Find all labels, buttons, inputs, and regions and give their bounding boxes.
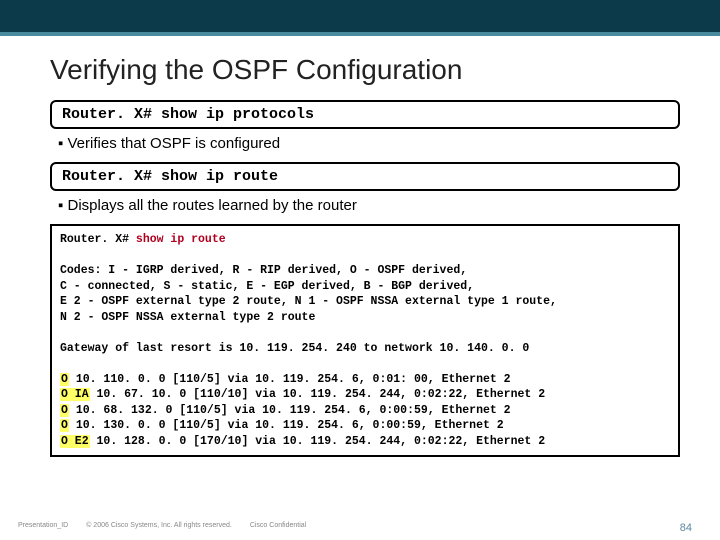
route-line: 10. 68. 132. 0 [110/5] via 10. 119. 254.… [76, 404, 511, 417]
footer: Presentation_ID © 2006 Cisco Systems, In… [0, 522, 720, 534]
codes-line: Codes: I - IGRP derived, R - RIP derived… [60, 264, 467, 277]
route-line: 10. 67. 10. 0 [110/10] via 10. 119. 254.… [97, 388, 546, 401]
command-box-2: Router. X# show ip route [50, 162, 680, 191]
route-code: O IA [60, 388, 90, 401]
footer-presentation-id: Presentation_ID [18, 522, 68, 534]
command-box-1: Router. X# show ip protocols [50, 100, 680, 129]
output-prompt: Router. X# [60, 233, 129, 246]
route-code: O E2 [60, 435, 90, 448]
route-code: O [60, 419, 69, 432]
codes-line: N 2 - OSPF NSSA external type 2 route [60, 311, 315, 324]
prompt-2: Router. X# [62, 168, 152, 185]
command-2: show ip route [161, 168, 278, 185]
top-bar [0, 0, 720, 32]
footer-copyright: © 2006 Cisco Systems, Inc. All rights re… [86, 522, 232, 534]
route-line: 10. 110. 0. 0 [110/5] via 10. 119. 254. … [76, 373, 511, 386]
command-1: show ip protocols [161, 106, 314, 123]
bullet-2: Displays all the routes learned by the r… [58, 197, 680, 214]
page-number: 84 [680, 522, 692, 534]
gateway-line: Gateway of last resort is 10. 119. 254. … [60, 342, 529, 355]
output-command: show ip route [136, 233, 226, 246]
bullet-1: Verifies that OSPF is configured [58, 135, 680, 152]
router-output: Router. X# show ip route Codes: I - IGRP… [50, 224, 680, 457]
prompt-1: Router. X# [62, 106, 152, 123]
route-line: 10. 128. 0. 0 [170/10] via 10. 119. 254.… [97, 435, 546, 448]
route-code: O [60, 404, 69, 417]
slide-content: Verifying the OSPF Configuration Router.… [0, 36, 720, 457]
slide-title: Verifying the OSPF Configuration [50, 54, 680, 86]
codes-line: E 2 - OSPF external type 2 route, N 1 - … [60, 295, 557, 308]
route-code: O [60, 373, 69, 386]
footer-confidential: Cisco Confidential [250, 522, 306, 534]
codes-line: C - connected, S - static, E - EGP deriv… [60, 280, 474, 293]
route-line: 10. 130. 0. 0 [110/5] via 10. 119. 254. … [76, 419, 504, 432]
